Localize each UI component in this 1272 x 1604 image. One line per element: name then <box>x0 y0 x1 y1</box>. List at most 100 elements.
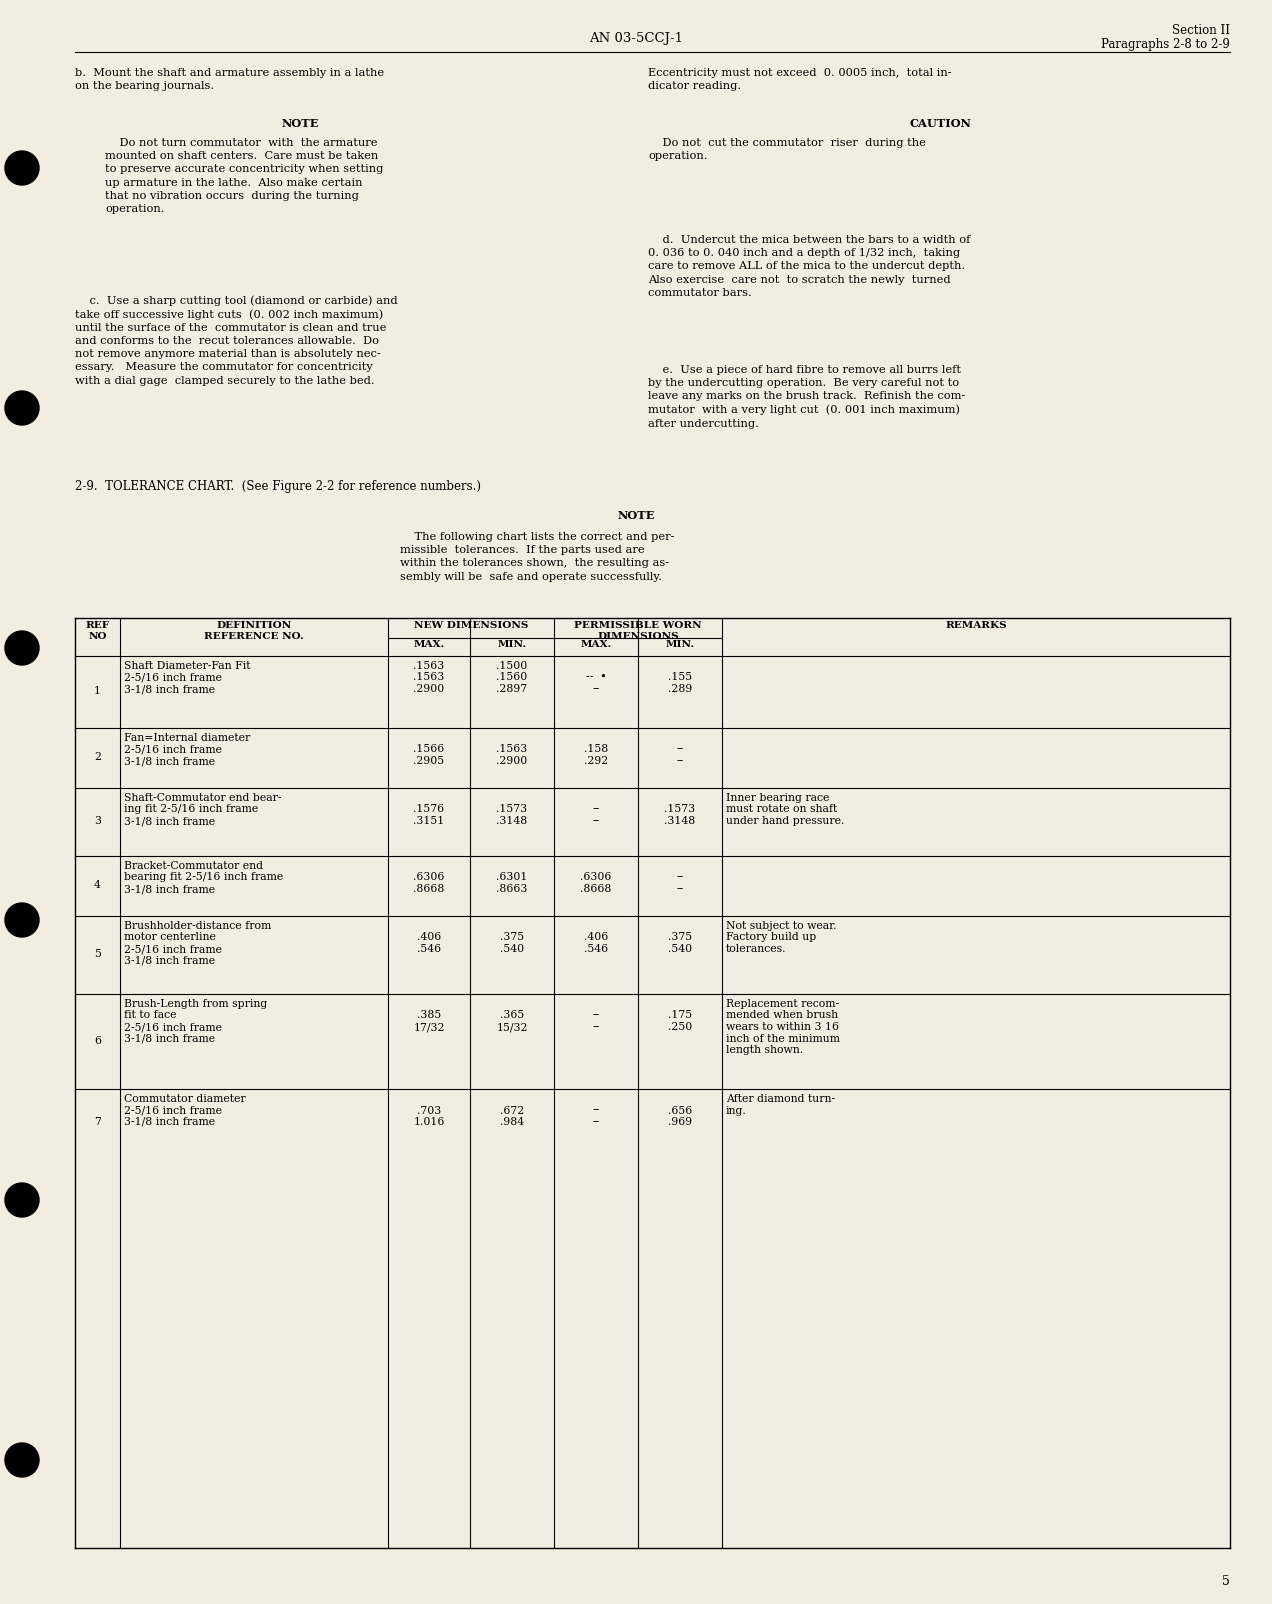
Text: .3148: .3148 <box>664 816 696 826</box>
Text: .3151: .3151 <box>413 816 445 826</box>
Text: .365: .365 <box>500 1011 524 1020</box>
Text: 2: 2 <box>94 752 100 762</box>
Text: Shaft-Commutator end bear-: Shaft-Commutator end bear- <box>123 792 281 804</box>
Text: Factory build up: Factory build up <box>726 932 817 943</box>
Text: .1563: .1563 <box>496 744 528 754</box>
Text: .1563: .1563 <box>413 672 445 682</box>
Text: 1: 1 <box>94 687 100 696</box>
Text: .546: .546 <box>584 945 608 954</box>
Text: wears to within 3 16: wears to within 3 16 <box>726 1022 840 1031</box>
Text: 2-9.  TOLERANCE CHART.  (See Figure 2-2 for reference numbers.): 2-9. TOLERANCE CHART. (See Figure 2-2 fo… <box>75 480 481 492</box>
Text: --: -- <box>593 1105 599 1115</box>
Circle shape <box>5 151 39 184</box>
Text: .375: .375 <box>500 932 524 943</box>
Text: .3148: .3148 <box>496 816 528 826</box>
Text: NEW DIMENSIONS: NEW DIMENSIONS <box>413 621 528 630</box>
Text: motor centerline: motor centerline <box>123 932 216 943</box>
Text: AN 03-5CCJ-1: AN 03-5CCJ-1 <box>589 32 683 45</box>
Text: .1573: .1573 <box>496 805 528 815</box>
Text: Inner bearing race: Inner bearing race <box>726 792 829 804</box>
Text: DIMENSIONS: DIMENSIONS <box>597 632 679 642</box>
Text: .969: .969 <box>668 1116 692 1128</box>
Text: .406: .406 <box>584 932 608 943</box>
Text: --: -- <box>677 744 683 754</box>
Text: .8668: .8668 <box>580 884 612 893</box>
Text: Bracket-Commutator end: Bracket-Commutator end <box>123 861 263 871</box>
Text: .6301: .6301 <box>496 873 528 882</box>
Text: Replacement recom-: Replacement recom- <box>726 999 840 1009</box>
Text: Eccentricity must not exceed  0. 0005 inch,  total in-
dicator reading.: Eccentricity must not exceed 0. 0005 inc… <box>647 67 951 91</box>
Text: c.  Use a sharp cutting tool (diamond or carbide) and
take off successive light : c. Use a sharp cutting tool (diamond or … <box>75 295 398 385</box>
Text: mended when brush: mended when brush <box>726 1011 838 1020</box>
Text: 2-5/16 inch frame: 2-5/16 inch frame <box>123 945 223 954</box>
Text: --: -- <box>593 805 599 815</box>
Text: 3-1/8 inch frame: 3-1/8 inch frame <box>123 816 215 826</box>
Text: DEFINITION: DEFINITION <box>216 621 291 630</box>
Circle shape <box>5 1444 39 1477</box>
Text: 15/32: 15/32 <box>496 1022 528 1031</box>
Text: REFERENCE NO.: REFERENCE NO. <box>204 632 304 642</box>
Text: 2-5/16 inch frame: 2-5/16 inch frame <box>123 1105 223 1115</box>
Text: d.  Undercut the mica between the bars to a width of
0. 036 to 0. 040 inch and a: d. Undercut the mica between the bars to… <box>647 236 971 298</box>
Circle shape <box>5 630 39 666</box>
Text: .6306: .6306 <box>580 873 612 882</box>
Text: --: -- <box>593 816 599 826</box>
Text: Not subject to wear.: Not subject to wear. <box>726 921 837 930</box>
Circle shape <box>5 391 39 425</box>
Text: bearing fit 2-5/16 inch frame: bearing fit 2-5/16 inch frame <box>123 873 284 882</box>
Text: 3: 3 <box>94 816 100 826</box>
Text: .158: .158 <box>584 744 608 754</box>
Text: PERMISSIBLE WORN: PERMISSIBLE WORN <box>574 621 702 630</box>
Text: .8663: .8663 <box>496 884 528 893</box>
Text: under hand pressure.: under hand pressure. <box>726 816 845 826</box>
Text: .250: .250 <box>668 1022 692 1031</box>
Text: 6: 6 <box>94 1036 100 1046</box>
Text: Paragraphs 2-8 to 2-9: Paragraphs 2-8 to 2-9 <box>1102 38 1230 51</box>
Text: Commutator diameter: Commutator diameter <box>123 1094 245 1104</box>
Text: 4: 4 <box>94 881 100 890</box>
Text: 2-5/16 inch frame: 2-5/16 inch frame <box>123 744 223 754</box>
Text: .2900: .2900 <box>496 755 528 767</box>
Text: .292: .292 <box>584 755 608 767</box>
Text: .2900: .2900 <box>413 683 445 695</box>
Text: 3-1/8 inch frame: 3-1/8 inch frame <box>123 956 215 966</box>
Text: .1576: .1576 <box>413 805 444 815</box>
Text: 3-1/8 inch frame: 3-1/8 inch frame <box>123 1116 215 1128</box>
Text: 17/32: 17/32 <box>413 1022 445 1031</box>
Text: 3-1/8 inch frame: 3-1/8 inch frame <box>123 683 215 695</box>
Text: MAX.: MAX. <box>413 640 445 650</box>
Text: .289: .289 <box>668 683 692 695</box>
Text: .540: .540 <box>668 945 692 954</box>
Text: Fan=Internal diameter: Fan=Internal diameter <box>123 733 251 743</box>
Text: .6306: .6306 <box>413 873 445 882</box>
Text: .2897: .2897 <box>496 683 528 695</box>
Text: .1500: .1500 <box>496 661 528 670</box>
Text: 3-1/8 inch frame: 3-1/8 inch frame <box>123 884 215 893</box>
Text: REF: REF <box>85 621 109 630</box>
Text: --: -- <box>593 683 599 695</box>
Text: --: -- <box>593 1022 599 1031</box>
Text: .2905: .2905 <box>413 755 444 767</box>
Text: --  •: -- • <box>585 672 607 682</box>
Text: NO: NO <box>88 632 107 642</box>
Text: .1560: .1560 <box>496 672 528 682</box>
Text: fit to face: fit to face <box>123 1011 177 1020</box>
Text: NOTE: NOTE <box>617 510 655 521</box>
Text: .155: .155 <box>668 672 692 682</box>
Text: NOTE: NOTE <box>281 119 319 128</box>
Text: MIN.: MIN. <box>497 640 527 650</box>
Text: MAX.: MAX. <box>580 640 612 650</box>
Text: After diamond turn-: After diamond turn- <box>726 1094 836 1104</box>
Text: Brush-Length from spring: Brush-Length from spring <box>123 999 267 1009</box>
Text: 1.016: 1.016 <box>413 1116 445 1128</box>
Text: 3-1/8 inch frame: 3-1/8 inch frame <box>123 755 215 767</box>
Text: .8668: .8668 <box>413 884 445 893</box>
Text: --: -- <box>593 1116 599 1128</box>
Text: Brushholder-distance from: Brushholder-distance from <box>123 921 271 930</box>
Text: length shown.: length shown. <box>726 1044 803 1055</box>
Text: REMARKS: REMARKS <box>945 621 1007 630</box>
Text: --: -- <box>677 755 683 767</box>
Text: e.  Use a piece of hard fibre to remove all burrs left
by the undercutting opera: e. Use a piece of hard fibre to remove a… <box>647 366 965 428</box>
Text: 5: 5 <box>1222 1575 1230 1588</box>
Text: Do not turn commutator  with  the armature
mounted on shaft centers.  Care must : Do not turn commutator with the armature… <box>106 138 383 213</box>
